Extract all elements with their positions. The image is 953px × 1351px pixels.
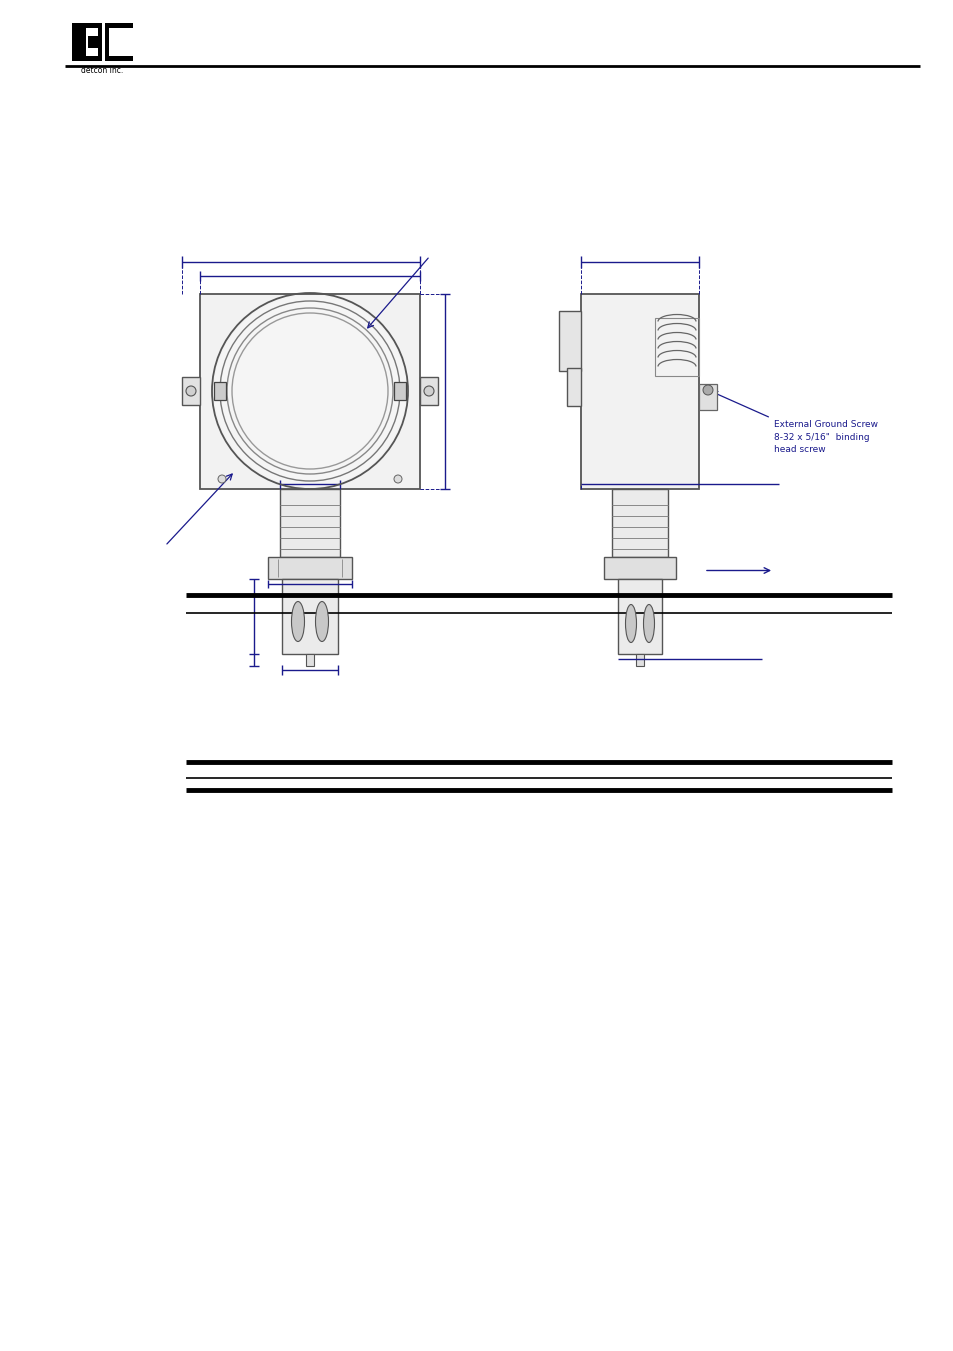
Ellipse shape xyxy=(315,601,328,642)
Circle shape xyxy=(394,476,401,484)
Bar xyxy=(88,36,98,49)
Bar xyxy=(636,654,643,666)
Circle shape xyxy=(218,476,226,484)
Bar xyxy=(580,293,699,489)
Ellipse shape xyxy=(625,604,636,643)
Bar xyxy=(306,654,314,666)
Bar xyxy=(655,317,699,376)
Bar xyxy=(109,28,132,55)
Bar xyxy=(566,367,580,407)
Bar xyxy=(268,557,352,578)
Bar xyxy=(558,311,580,372)
Bar xyxy=(200,293,419,489)
Text: External Ground Screw
8-32 x 5/16"  binding
head screw: External Ground Screw 8-32 x 5/16" bindi… xyxy=(773,420,877,454)
Circle shape xyxy=(702,385,712,394)
Circle shape xyxy=(213,295,406,486)
Bar xyxy=(76,28,86,55)
Bar xyxy=(612,489,667,557)
Ellipse shape xyxy=(292,601,304,642)
Ellipse shape xyxy=(643,604,654,643)
Bar xyxy=(618,578,661,654)
Bar xyxy=(282,578,337,654)
Bar xyxy=(182,377,200,405)
Bar xyxy=(419,377,437,405)
Text: detcon inc.: detcon inc. xyxy=(81,66,123,76)
Circle shape xyxy=(186,386,195,396)
Bar xyxy=(603,557,676,578)
Circle shape xyxy=(423,386,434,396)
Bar xyxy=(699,384,717,409)
Bar xyxy=(71,23,102,61)
Bar xyxy=(76,28,98,55)
Bar xyxy=(105,23,132,61)
Bar xyxy=(213,382,226,400)
Bar xyxy=(280,489,339,557)
Bar xyxy=(394,382,406,400)
